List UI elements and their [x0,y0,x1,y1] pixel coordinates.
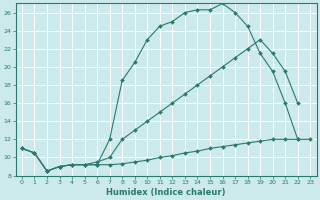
X-axis label: Humidex (Indice chaleur): Humidex (Indice chaleur) [106,188,226,197]
